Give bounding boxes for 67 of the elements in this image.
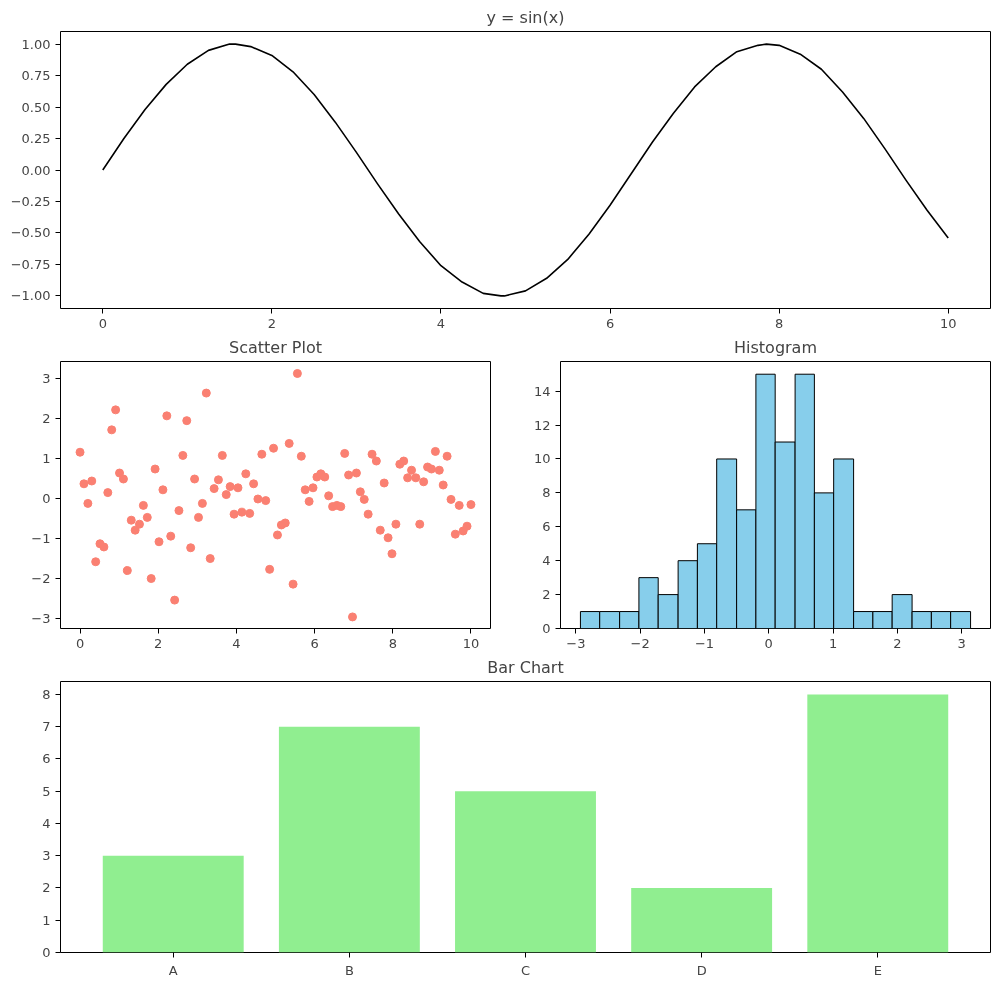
y-tick-label: 3 bbox=[42, 371, 51, 387]
line-series bbox=[101, 43, 950, 297]
y-tick-label: 1 bbox=[42, 451, 51, 467]
y-tick-label: 2 bbox=[542, 587, 551, 603]
y-tick-label: −0.75 bbox=[10, 256, 51, 272]
y-tick-label: 10 bbox=[533, 451, 551, 467]
y-tick-label: −1 bbox=[31, 531, 51, 547]
x-tick-label: 10 bbox=[939, 315, 957, 331]
x-tick-label: E bbox=[873, 962, 882, 978]
bar bbox=[102, 855, 244, 953]
x-tick-label: 10 bbox=[462, 635, 480, 651]
x-tick-label: C bbox=[520, 962, 531, 978]
x-tick-label: −1 bbox=[694, 635, 715, 651]
y-tick-label: 1.00 bbox=[21, 36, 51, 52]
y-tick-label: 12 bbox=[533, 417, 551, 433]
y-tick-label: 2 bbox=[42, 411, 51, 427]
x-tick-label: D bbox=[696, 962, 707, 978]
y-tick-label: 2 bbox=[42, 880, 51, 896]
y-tick-label: 6 bbox=[42, 751, 51, 767]
x-tick-label: 8 bbox=[775, 315, 784, 331]
x-tick-label: B bbox=[344, 962, 354, 978]
chart-title: Histogram bbox=[734, 337, 817, 357]
x-tick-label: 0 bbox=[75, 635, 85, 651]
bar bbox=[631, 887, 773, 953]
y-tick-label: 4 bbox=[542, 553, 551, 569]
y-tick-label: −0.25 bbox=[10, 193, 51, 209]
y-tick-label: −3 bbox=[31, 611, 51, 627]
y-tick-label: 0 bbox=[42, 945, 51, 960]
x-tick-label: 6 bbox=[605, 315, 615, 331]
y-tick-label: 14 bbox=[533, 383, 551, 399]
y-tick-label: 6 bbox=[542, 519, 551, 535]
x-tick-label: 2 bbox=[893, 635, 902, 651]
x-tick-label: 4 bbox=[436, 315, 446, 331]
y-tick-label: 0.00 bbox=[21, 162, 51, 178]
y-tick-label: 0.75 bbox=[21, 68, 51, 84]
x-tick-label: 4 bbox=[232, 635, 241, 651]
y-tick-label: 0 bbox=[42, 491, 51, 507]
x-tick-label: 2 bbox=[154, 635, 163, 651]
x-tick-label: −2 bbox=[630, 635, 650, 651]
x-tick-label: 1 bbox=[828, 635, 838, 651]
y-tick-label: −0.50 bbox=[10, 225, 51, 241]
x-tick-label: 2 bbox=[267, 315, 277, 331]
chart-title: Bar Chart bbox=[487, 657, 564, 677]
y-tick-label: 0 bbox=[542, 621, 551, 636]
chart-title: Scatter Plot bbox=[229, 337, 322, 357]
y-tick-label: 5 bbox=[42, 783, 51, 799]
y-tick-label: 8 bbox=[542, 485, 551, 501]
chart-title: y = sin(x) bbox=[486, 7, 565, 27]
y-tick-label: 0.50 bbox=[21, 99, 51, 115]
y-tick-label: 3 bbox=[42, 848, 51, 864]
x-tick-label: 8 bbox=[388, 635, 397, 651]
x-tick-label: 0 bbox=[98, 315, 107, 331]
y-tick-label: 0.25 bbox=[21, 131, 51, 147]
x-tick-label: 6 bbox=[310, 635, 319, 651]
y-tick-label: 1 bbox=[42, 912, 51, 928]
y-tick-label: −1.00 bbox=[10, 288, 51, 304]
x-tick-label: −3 bbox=[566, 635, 586, 651]
y-tick-label: −2 bbox=[31, 571, 51, 587]
x-tick-label: A bbox=[168, 962, 178, 978]
bar bbox=[807, 694, 949, 953]
y-tick-label: 7 bbox=[42, 719, 51, 735]
bar bbox=[455, 791, 596, 953]
y-tick-label: 8 bbox=[42, 686, 51, 702]
y-tick-label: 4 bbox=[42, 815, 51, 831]
bar bbox=[278, 726, 420, 953]
x-tick-label: 3 bbox=[957, 635, 966, 651]
x-tick-label: 0 bbox=[764, 635, 773, 651]
